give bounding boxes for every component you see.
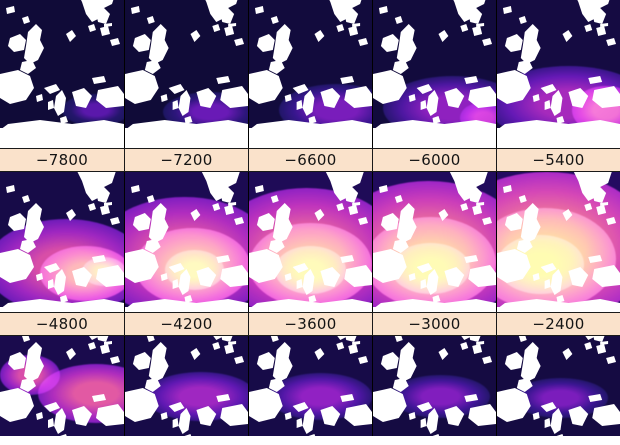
scalar-field — [125, 336, 248, 436]
scalar-field — [249, 172, 372, 312]
field-hotspot — [82, 257, 124, 287]
map-panel-face — [497, 336, 620, 436]
scalar-field — [373, 336, 496, 436]
map-panel — [372, 0, 496, 148]
map-panel — [496, 336, 620, 436]
field-hotspot — [274, 246, 347, 294]
scalar-field — [373, 172, 496, 312]
panel-year-label: −4200 — [124, 312, 248, 336]
scalar-field — [0, 336, 124, 436]
field-hotspot — [512, 378, 609, 418]
scalar-field — [0, 0, 124, 148]
scalar-field — [497, 0, 620, 148]
field-background — [0, 0, 124, 148]
map-panel-face — [373, 336, 496, 436]
map-panel — [124, 0, 248, 148]
scalar-field — [125, 0, 248, 148]
map-panel — [496, 172, 620, 312]
map-panel-face — [0, 172, 124, 312]
panel-year-label: −5400 — [496, 148, 620, 172]
panel-year-label: −2400 — [496, 312, 620, 336]
field-hotspot — [390, 242, 471, 294]
map-panel-face — [249, 336, 372, 436]
panel-year-label: −3000 — [372, 312, 496, 336]
map-panel — [0, 336, 124, 436]
map-panel — [0, 172, 124, 312]
map-row-middle — [0, 172, 620, 312]
panel-year-label: −4800 — [0, 312, 124, 336]
map-panel-face — [249, 0, 372, 148]
map-panel-face — [497, 172, 620, 312]
map-panel — [496, 0, 620, 148]
scalar-field — [0, 172, 124, 312]
panel-year-label: −7200 — [124, 148, 248, 172]
scalar-field — [249, 336, 372, 436]
map-panel — [372, 172, 496, 312]
scalar-field — [373, 0, 496, 148]
field-hotspot — [497, 235, 585, 294]
map-row-top — [0, 0, 620, 148]
scalar-field — [125, 172, 248, 312]
map-panel-face — [0, 336, 124, 436]
map-panel — [372, 336, 496, 436]
map-panel-face — [125, 0, 248, 148]
field-hotspot — [0, 355, 60, 395]
scalar-field — [497, 172, 620, 312]
panel-year-label: −6600 — [248, 148, 372, 172]
map-panel-face — [125, 172, 248, 312]
scalar-field — [497, 336, 620, 436]
map-panel-face — [249, 172, 372, 312]
map-row-bottom — [0, 336, 620, 436]
map-panel — [248, 0, 372, 148]
label-row-top: −7800 −7200 −6600 −6000 −5400 — [0, 148, 620, 172]
field-hotspot — [62, 93, 124, 126]
map-panel — [248, 336, 372, 436]
scalar-field — [249, 0, 372, 148]
map-panel — [0, 0, 124, 148]
panel-year-label: −7800 — [0, 148, 124, 172]
panel-year-label: −3600 — [248, 312, 372, 336]
map-panel-face — [0, 0, 124, 148]
map-panel-face — [373, 172, 496, 312]
field-hotspot — [164, 250, 225, 291]
label-row-middle: −4800 −4200 −3600 −3000 −2400 — [0, 312, 620, 336]
map-panel — [124, 336, 248, 436]
field-hotspot — [390, 375, 491, 418]
panel-year-label: −6000 — [372, 148, 496, 172]
map-panel-face — [373, 0, 496, 148]
map-panel-face — [497, 0, 620, 148]
field-hotspot — [268, 373, 372, 420]
map-panel — [124, 172, 248, 312]
field-hotspot — [144, 371, 248, 422]
map-panel-face — [125, 336, 248, 436]
map-panel — [248, 172, 372, 312]
